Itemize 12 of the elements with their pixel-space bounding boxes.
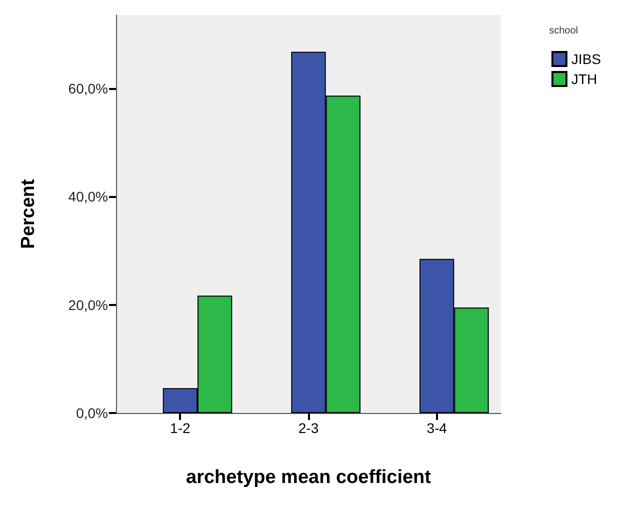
x-tick-label: 1-2 <box>170 420 190 436</box>
y-tick-label: 20,0% <box>68 296 108 313</box>
y-axis-title: Percent <box>18 178 39 249</box>
x-axis-title: archetype mean coefficient <box>186 467 432 488</box>
x-tick-label: 2-3 <box>298 420 319 436</box>
legend-title: school <box>549 26 578 36</box>
x-tick-label: 3-4 <box>426 420 448 436</box>
y-tick-label: 0,0% <box>76 405 108 421</box>
y-tick-label: 40,0% <box>68 188 108 205</box>
legend-label: JIBS <box>571 51 602 67</box>
y-tick-label: 60,0% <box>68 80 108 97</box>
legend-label: JTH <box>571 71 598 87</box>
